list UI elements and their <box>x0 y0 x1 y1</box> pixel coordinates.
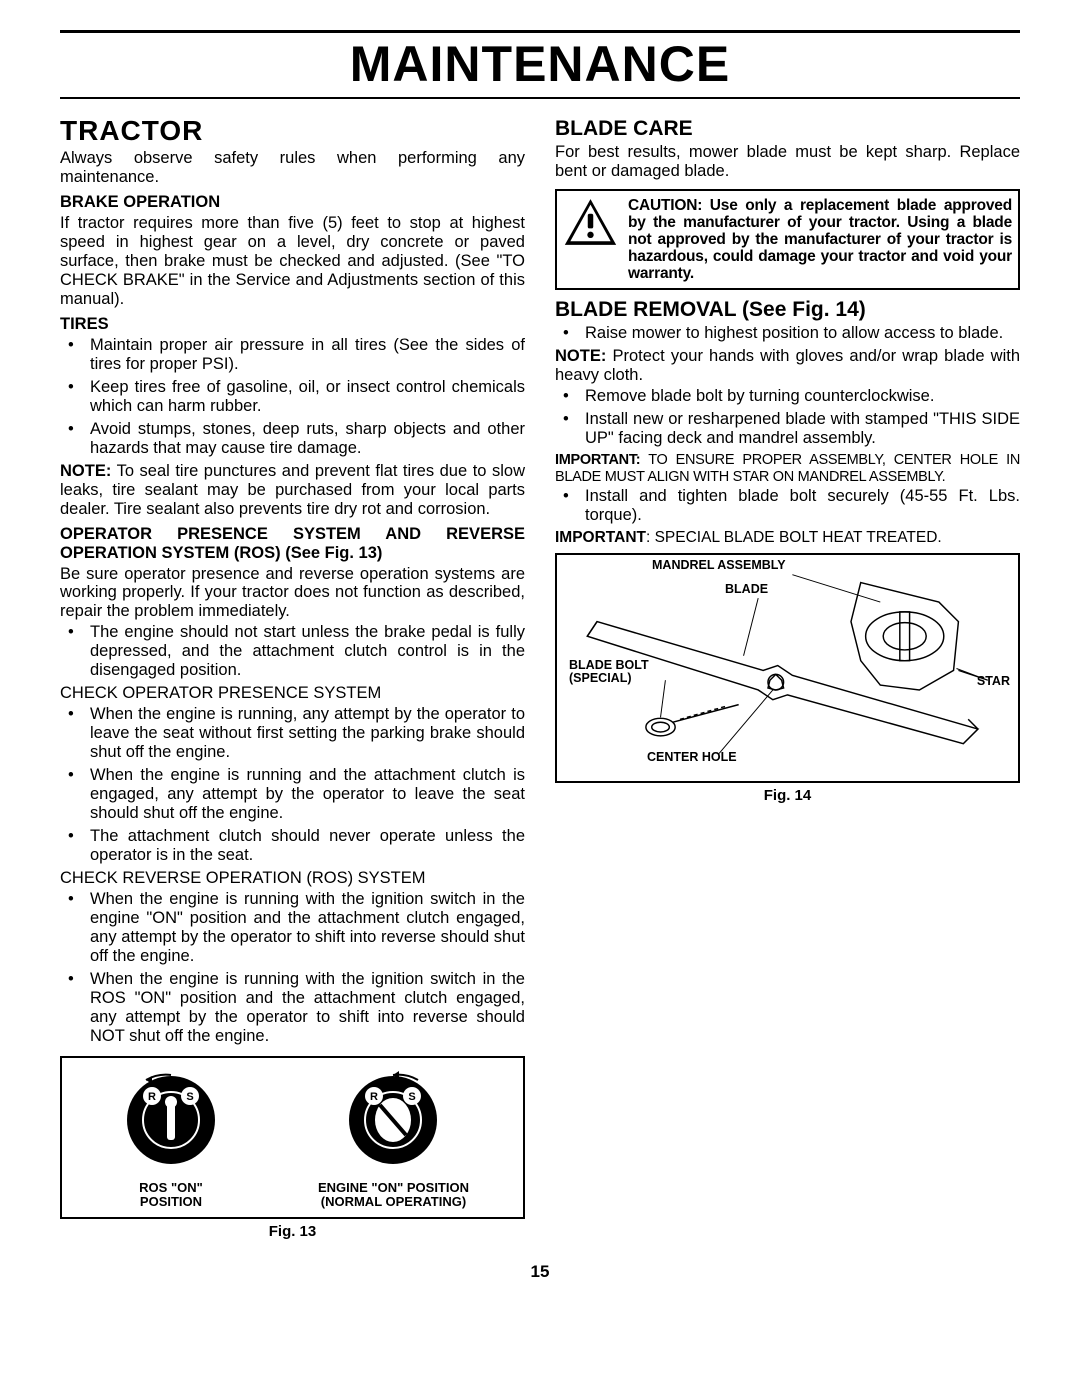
brake-text: If tractor requires more than five (5) f… <box>60 214 525 309</box>
list-item: The engine should not start unless the b… <box>60 623 525 680</box>
br-list3: Install and tighten blade bolt securely … <box>555 487 1020 525</box>
rule-top <box>60 30 1020 33</box>
svg-text:S: S <box>186 1091 193 1103</box>
label-star: STAR <box>977 675 1010 688</box>
br-list1: Raise mower to highest position to allow… <box>555 324 1020 343</box>
main-title: MAINTENANCE <box>60 35 1020 93</box>
label-mandrel: MANDREL ASSEMBLY <box>652 559 786 572</box>
ops-heading: OPERATOR PRESENCE SYSTEM AND REVERSE OPE… <box>60 525 525 563</box>
note-text: To seal tire punctures and prevent flat … <box>60 462 525 518</box>
list-item: When the engine is running with the igni… <box>60 970 525 1046</box>
check-ros-heading: CHECK REVERSE OPERATION (ROS) SYSTEM <box>60 869 525 888</box>
blade-removal-heading: BLADE REMOVAL (See Fig. 14) <box>555 298 1020 322</box>
list-item: Maintain proper air pressure in all tire… <box>60 336 525 374</box>
blade-care-heading: BLADE CARE <box>555 117 1020 141</box>
caution-text: CAUTION: Use only a replacement blade ap… <box>628 197 1012 282</box>
important-text: : SPECIAL BLADE BOLT HEAT TREATED. <box>646 529 942 546</box>
check-ops-list: When the engine is running, any attempt … <box>60 705 525 865</box>
fig13-left: R S ROS "ON" POSITION <box>116 1070 226 1210</box>
fig13-right-label: ENGINE "ON" POSITION (NORMAL OPERATING) <box>318 1181 469 1210</box>
blade-care-text: For best results, mower blade must be ke… <box>555 143 1020 181</box>
ops-intro: Be sure operator presence and reverse op… <box>60 565 525 622</box>
list-item: Install new or resharpened blade with st… <box>555 410 1020 448</box>
rule-under <box>60 97 1020 99</box>
fig13-right: R S ENGINE "ON" POSITION (NORMAL OPERATI… <box>318 1070 469 1210</box>
note-label: NOTE: <box>60 462 111 480</box>
important2: IMPORTANT: SPECIAL BLADE BOLT HEAT TREAT… <box>555 529 1020 547</box>
fig13-box: R S ROS "ON" POSITION <box>60 1056 525 1220</box>
important-label: IMPORTANT: <box>555 452 640 468</box>
fig13-row: R S ROS "ON" POSITION <box>70 1070 515 1210</box>
fig14-box: MANDREL ASSEMBLY BLADE BLADE BOLT (SPECI… <box>555 553 1020 783</box>
list-item: Raise mower to highest position to allow… <box>555 324 1020 343</box>
tractor-intro: Always observe safety rules when perform… <box>60 149 525 187</box>
label-line: (NORMAL OPERATING) <box>321 1194 466 1209</box>
tires-heading: TIRES <box>60 315 525 334</box>
brake-heading: BRAKE OPERATION <box>60 193 525 212</box>
list-item: When the engine is running, any attempt … <box>60 705 525 762</box>
label-center-hole: CENTER HOLE <box>647 751 737 764</box>
important1: IMPORTANT: TO ENSURE PROPER ASSEMBLY, CE… <box>555 452 1020 485</box>
label-line: (SPECIAL) <box>569 671 632 685</box>
page-number: 15 <box>60 1262 1020 1282</box>
fig13-left-label: ROS "ON" POSITION <box>116 1181 226 1210</box>
note-text: Protect your hands with gloves and/or wr… <box>555 347 1020 384</box>
list-item: Remove blade bolt by turning countercloc… <box>555 387 1020 406</box>
list-item: When the engine is running with the igni… <box>60 890 525 966</box>
label-blade-bolt: BLADE BOLT (SPECIAL) <box>569 659 649 685</box>
warning-icon <box>563 197 618 247</box>
ops-list: The engine should not start unless the b… <box>60 623 525 680</box>
label-line: POSITION <box>140 1194 202 1209</box>
ros-switch-icon: R S <box>116 1070 226 1170</box>
label-line: ROS "ON" <box>139 1180 203 1195</box>
check-ops-heading: CHECK OPERATOR PRESENCE SYSTEM <box>60 684 525 703</box>
tires-note: NOTE: To seal tire punctures and prevent… <box>60 462 525 519</box>
svg-text:S: S <box>409 1091 416 1103</box>
label-line: BLADE BOLT <box>569 658 649 672</box>
list-item: The attachment clutch should never opera… <box>60 827 525 865</box>
tires-list: Maintain proper air pressure in all tire… <box>60 336 525 458</box>
label-line: ENGINE "ON" POSITION <box>318 1180 469 1195</box>
list-item: Install and tighten blade bolt securely … <box>555 487 1020 525</box>
svg-text:R: R <box>148 1091 156 1103</box>
tractor-heading: TRACTOR <box>60 115 525 147</box>
list-item: When the engine is running and the attac… <box>60 766 525 823</box>
important-label: IMPORTANT <box>555 529 646 546</box>
br-list2: Remove blade bolt by turning countercloc… <box>555 387 1020 448</box>
fig14-caption: Fig. 14 <box>555 787 1020 804</box>
fig13-caption: Fig. 13 <box>60 1223 525 1240</box>
svg-text:R: R <box>370 1091 378 1103</box>
list-item: Avoid stumps, stones, deep ruts, sharp o… <box>60 420 525 458</box>
br-note: NOTE: Protect your hands with gloves and… <box>555 347 1020 385</box>
note-label: NOTE: <box>555 347 606 365</box>
label-blade: BLADE <box>725 583 768 596</box>
caution-box: CAUTION: Use only a replacement blade ap… <box>555 189 1020 290</box>
list-item: Keep tires free of gasoline, oil, or ins… <box>60 378 525 416</box>
left-column: TRACTOR Always observe safety rules when… <box>60 109 525 1240</box>
engine-switch-icon: R S <box>338 1070 448 1170</box>
columns: TRACTOR Always observe safety rules when… <box>60 109 1020 1240</box>
page: MAINTENANCE TRACTOR Always observe safet… <box>0 0 1080 1302</box>
check-ros-list: When the engine is running with the igni… <box>60 890 525 1046</box>
right-column: BLADE CARE For best results, mower blade… <box>555 109 1020 1240</box>
